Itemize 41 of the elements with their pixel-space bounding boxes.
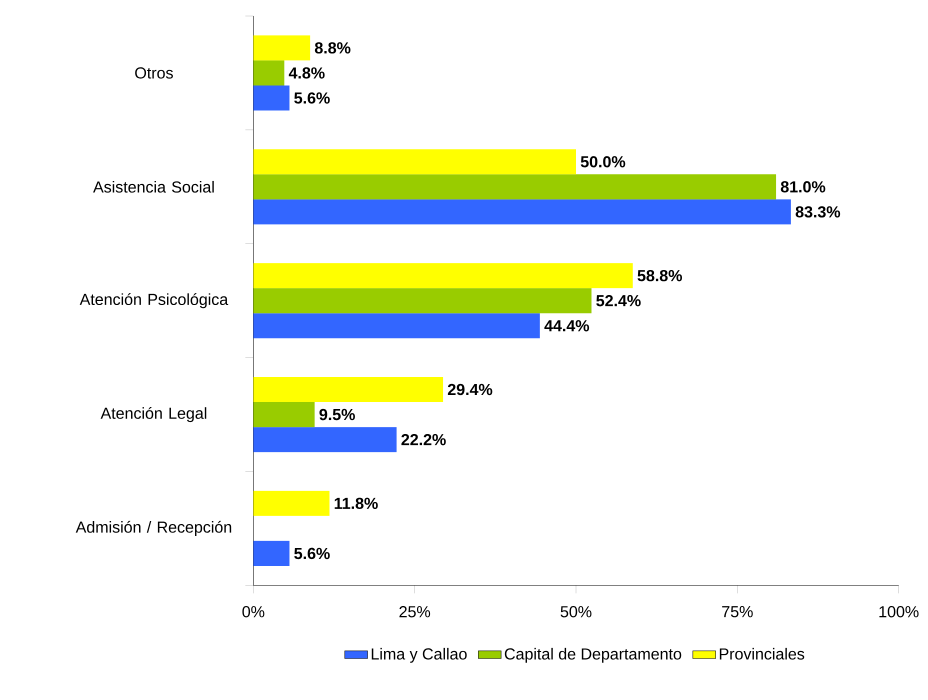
data-label: 58.8%: [638, 270, 682, 282]
x-tick-label: 75%: [722, 606, 753, 618]
data-label: 50.0%: [580, 156, 626, 168]
y-tick-label: Otros: [135, 67, 173, 79]
bar: [253, 60, 284, 86]
data-label: 29.4%: [448, 384, 492, 396]
data-label: 81.0%: [780, 181, 826, 192]
legend-label: Lima y Callao: [372, 648, 467, 663]
data-label: 5.6%: [294, 548, 330, 560]
bar: [253, 199, 791, 224]
x-tick-label: 50%: [560, 606, 592, 618]
data-label: 9.5%: [319, 408, 355, 420]
legend-label: Provinciales: [720, 648, 804, 660]
bar: [253, 540, 290, 566]
bar: [253, 313, 540, 338]
bar: [253, 288, 592, 314]
data-label: 22.2%: [401, 434, 446, 446]
bar: [253, 402, 315, 428]
data-label: 4.8%: [288, 67, 325, 79]
bar: [253, 376, 444, 402]
legend-label: Capital de Departamento: [504, 648, 682, 663]
y-tick-label: Admisión / Recepción: [76, 520, 232, 536]
bar: [253, 85, 290, 111]
bar: [253, 35, 310, 60]
data-label: 5.6%: [294, 92, 330, 104]
x-tick-label: 100%: [879, 606, 919, 618]
bar: [253, 490, 330, 516]
data-label: 8.8%: [314, 42, 350, 54]
bar: [253, 263, 633, 288]
y-tick-label: Atención Psicológica: [80, 293, 228, 308]
bar: [253, 149, 576, 174]
data-label: 44.4%: [544, 320, 590, 332]
x-tick-label: 0%: [242, 606, 264, 618]
bar: [253, 427, 397, 452]
bar: [253, 174, 776, 200]
data-label: 83.3%: [796, 206, 840, 218]
x-tick-label: 25%: [399, 606, 430, 618]
y-tick-label: Atención Legal: [100, 407, 206, 422]
y-tick-label: Asistencia Social: [93, 180, 214, 193]
data-label: 52.4%: [596, 295, 641, 306]
data-label: 11.8%: [334, 498, 378, 510]
